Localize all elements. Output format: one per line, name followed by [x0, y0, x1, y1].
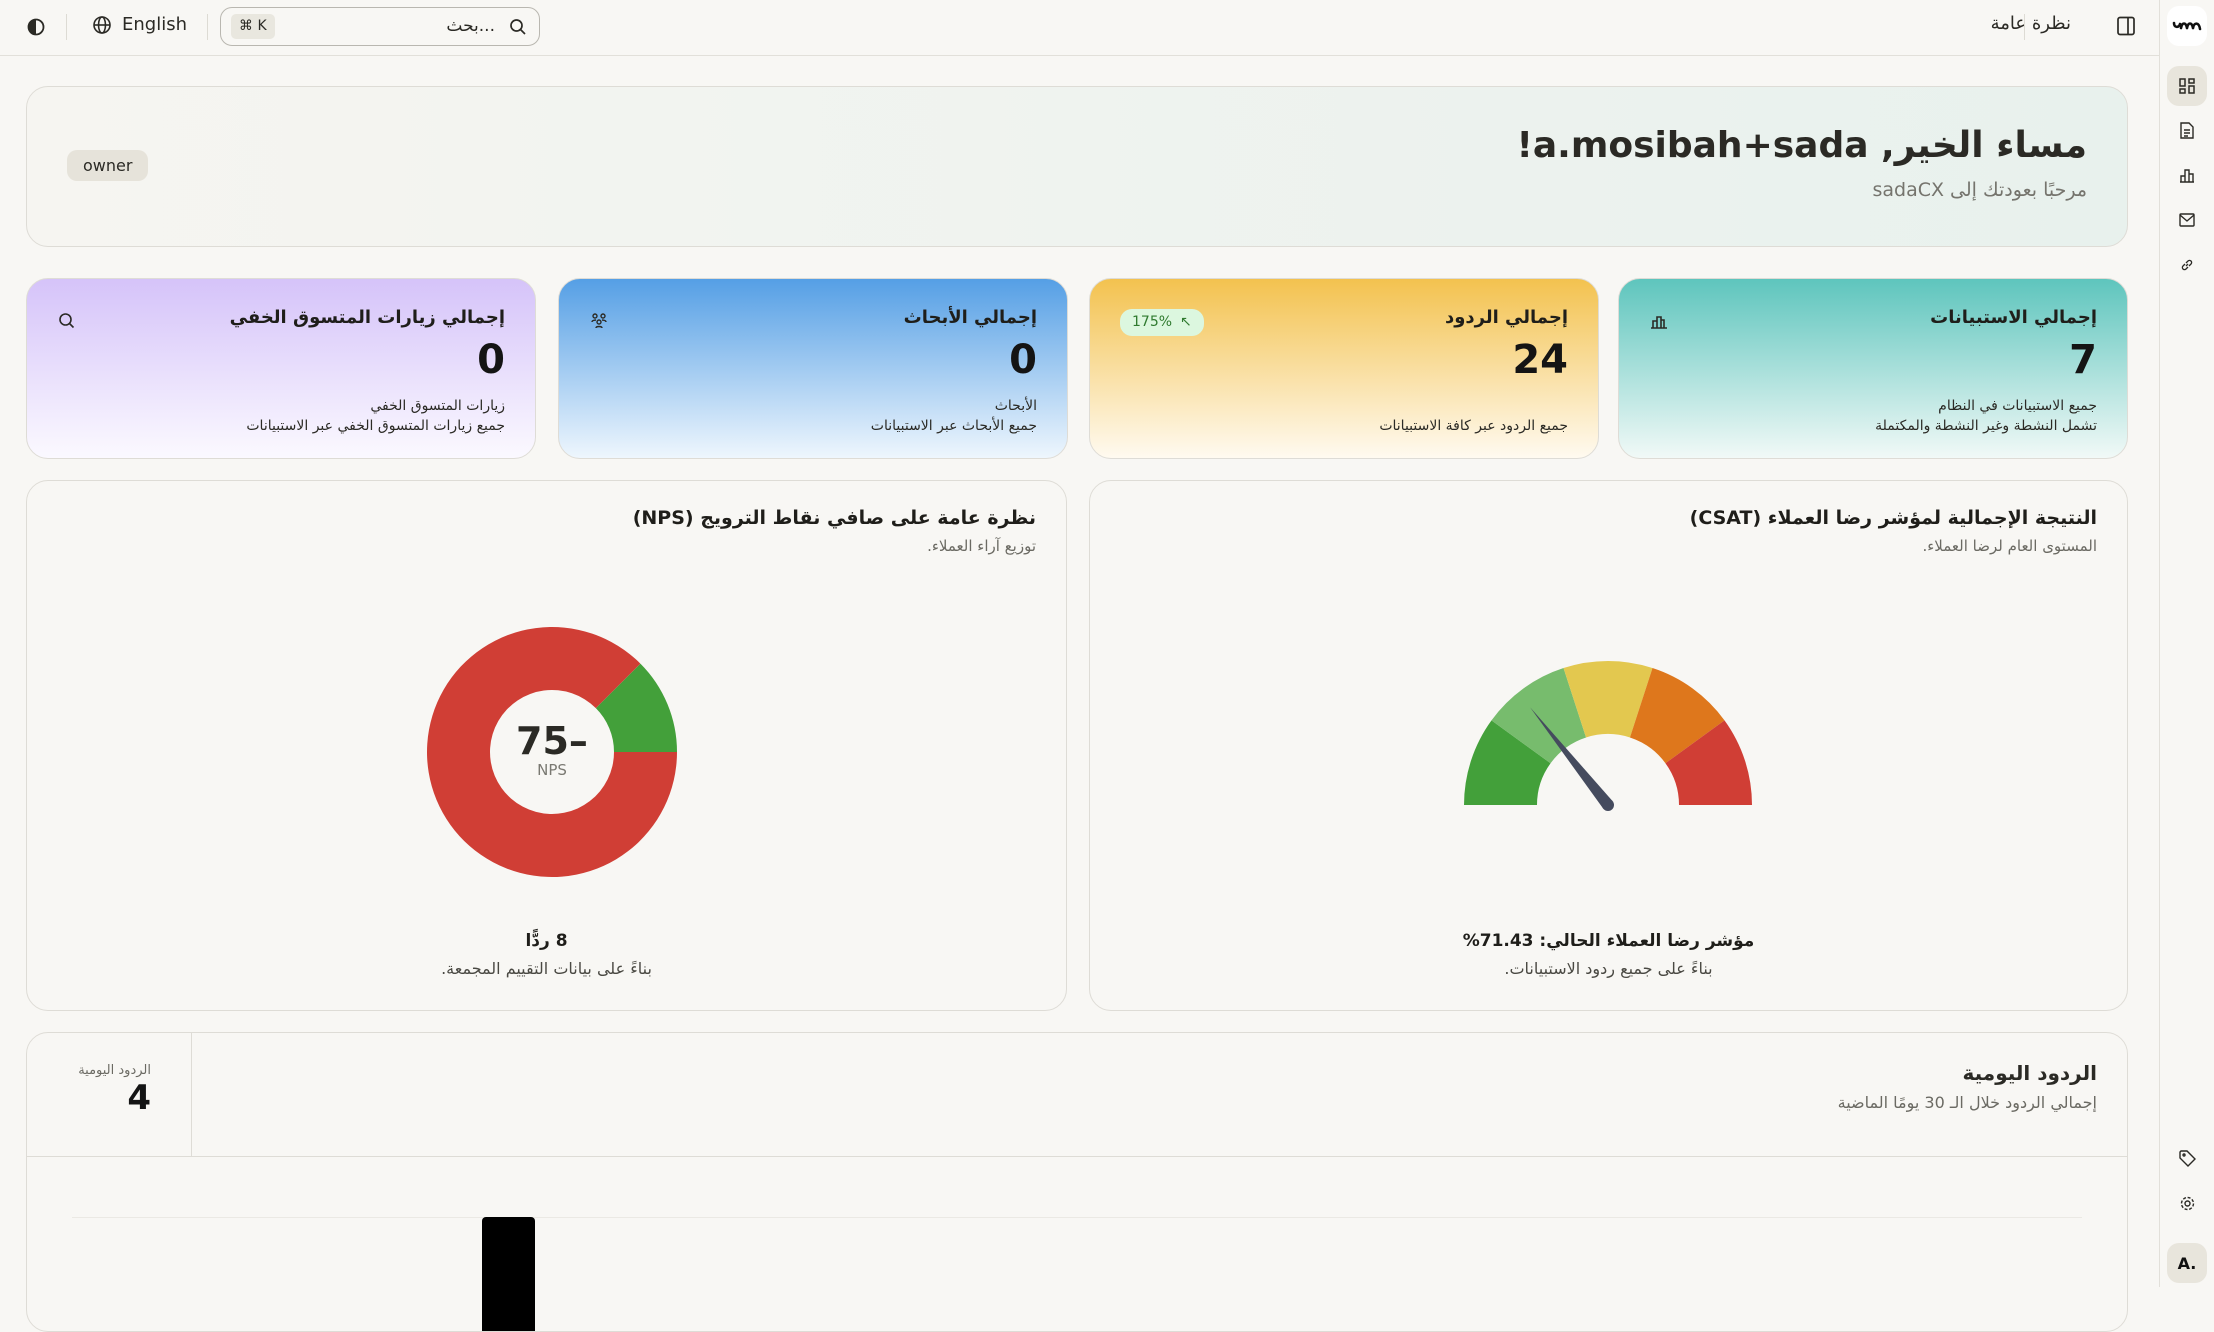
users-icon	[591, 313, 607, 329]
daily-kpi: الردود اليومية 4	[27, 1033, 192, 1156]
nps-donut	[427, 627, 677, 877]
welcome-title: مساء الخير, a.mosibah+sada!	[1516, 125, 2087, 166]
page-title: نظرة عامة	[1990, 13, 2071, 34]
user-avatar[interactable]: A.	[2167, 1243, 2207, 1283]
stat-line1: جميع الاستبيانات في النظام	[1938, 398, 2097, 414]
gauge-segment	[1464, 720, 1551, 805]
stat-line2: جميع زيارات المتسوق الخفي عبر الاستبيانا…	[246, 418, 505, 434]
nav-overview[interactable]	[2167, 66, 2207, 106]
stat-title: إجمالي الردود	[1445, 307, 1568, 328]
nav-links[interactable]	[2167, 245, 2207, 285]
gauge-segment	[1629, 668, 1725, 764]
link-icon	[2181, 259, 2193, 271]
gauge-segment	[1665, 720, 1752, 805]
csat-subtitle: المستوى العام لرضا العملاء.	[1922, 537, 2097, 555]
csat-note: بناءً على جميع ردود الاستبيانات.	[1504, 959, 1713, 978]
nav-messages[interactable]	[2167, 200, 2207, 240]
growth-badge: 175% ↖	[1120, 309, 1204, 336]
welcome-subtitle: مرحبًا بعودتك إلى sadaCX	[1872, 179, 2087, 201]
daily-subtitle: إجمالي الردود خلال الـ 30 يومًا الماضية	[1837, 1093, 2097, 1112]
role-badge: owner	[67, 150, 149, 181]
stat-line2: جميع الردود عبر كافة الاستبيانات	[1379, 418, 1568, 434]
search-icon	[510, 19, 526, 35]
daily-kpi-label: الردود اليومية	[78, 1063, 151, 1078]
nps-responses: 8 ردًّا	[525, 931, 568, 951]
stat-title: إجمالي الاستبيانات	[1930, 307, 2097, 328]
globe-icon	[93, 15, 111, 34]
trend-up-icon: ↖	[1180, 314, 1192, 330]
nps-score: 75–	[516, 719, 588, 763]
search-placeholder: بحث...	[446, 16, 495, 36]
stat-card-responses[interactable]: إجمالي الردود 24 جميع الردود عبر كافة ال…	[1089, 278, 1599, 459]
nps-subtitle: توزيع آراء العملاء.	[927, 537, 1036, 555]
stat-card-research[interactable]: إجمالي الأبحاث 0 الأبحاث جميع الأبحاث عب…	[558, 278, 1068, 459]
stat-value: 7	[2069, 337, 2097, 383]
stat-line1: زيارات المتسوق الخفي	[370, 398, 505, 414]
divider	[27, 1156, 2127, 1157]
nps-title: نظرة عامة على صافي نقاط الترويج (NPS)	[632, 507, 1036, 529]
nps-note: بناءً على بيانات التقييم المجمعة.	[441, 959, 652, 978]
nps-card: نظرة عامة على صافي نقاط الترويج (NPS) تو…	[26, 480, 1067, 1011]
logo[interactable]	[2167, 6, 2207, 46]
gauge-segment	[1563, 661, 1653, 738]
document-icon	[2180, 121, 2194, 139]
stat-line1: الأبحاث	[994, 398, 1037, 414]
stat-line2: تشمل النشطة وغير النشطة والمكتملة	[1875, 418, 2097, 434]
daily-bars	[27, 1033, 2127, 1331]
sidebar-toggle-icon[interactable]	[2117, 16, 2135, 40]
icon-rail: A.	[2159, 0, 2214, 1287]
stat-card-mystery-shopper[interactable]: إجمالي زيارات المتسوق الخفي 0 زيارات الم…	[26, 278, 536, 459]
gauge-hub	[1602, 799, 1614, 811]
welcome-banner: مساء الخير, a.mosibah+sada! مرحبًا بعودت…	[26, 86, 2128, 247]
daily-bar[interactable]	[482, 1217, 535, 1331]
mail-icon	[2179, 213, 2195, 227]
nav-tags[interactable]	[2167, 1138, 2207, 1178]
bar-chart-icon	[1651, 316, 1667, 329]
stat-card-surveys[interactable]: إجمالي الاستبيانات 7 جميع الاستبيانات في…	[1618, 278, 2128, 459]
stat-title: إجمالي زيارات المتسوق الخفي	[229, 307, 505, 328]
daily-title: الردود اليومية	[1962, 1061, 2097, 1085]
csat-title: النتيجة الإجمالية لمؤشر رضا العملاء (CSA…	[1689, 507, 2097, 529]
stat-line2: جميع الأبحاث عبر الاستبيانات	[870, 418, 1037, 434]
gridline	[72, 1217, 2082, 1218]
nps-slice-promoters	[595, 663, 677, 752]
nav-surveys[interactable]	[2167, 110, 2207, 150]
stat-value: 0	[477, 337, 505, 383]
search-input[interactable]: ⌘ K بحث...	[220, 7, 540, 46]
tag-icon	[2178, 1149, 2196, 1167]
stat-title: إجمالي الأبحاث	[903, 307, 1037, 328]
top-bar: English ⌘ K بحث... نظرة عامة	[0, 0, 2159, 56]
search-icon	[59, 313, 75, 329]
dashboard-icon	[2179, 78, 2195, 94]
gauge-needle	[1530, 707, 1613, 809]
csat-gauge	[1464, 661, 1752, 811]
gauge-segment	[1491, 668, 1587, 764]
nps-score-label: NPS	[537, 761, 567, 779]
stat-value: 24	[1512, 337, 1568, 383]
stat-value: 0	[1009, 337, 1037, 383]
csat-value-label: مؤشر رضا العملاء الحالي: 71.43%	[1462, 931, 1755, 951]
nav-settings[interactable]	[2167, 1183, 2207, 1223]
nps-slice-detractors	[427, 627, 677, 877]
bar-chart-icon	[2180, 169, 2194, 183]
growth-value: 175%	[1132, 314, 1173, 330]
csat-card: النتيجة الإجمالية لمؤشر رضا العملاء (CSA…	[1089, 480, 2128, 1011]
language-switcher[interactable]: English	[92, 14, 187, 35]
nav-analytics[interactable]	[2167, 155, 2207, 195]
theme-toggle-icon[interactable]	[26, 17, 46, 41]
gear-icon	[2180, 1196, 2194, 1210]
daily-kpi-value: 4	[127, 1078, 151, 1118]
shortcut-badge: ⌘ K	[231, 14, 275, 39]
daily-responses-card: الردود اليومية 4 الردود اليومية إجمالي ا…	[26, 1032, 2128, 1332]
language-label: English	[122, 14, 187, 35]
nps-center: 75– NPS	[502, 721, 602, 779]
